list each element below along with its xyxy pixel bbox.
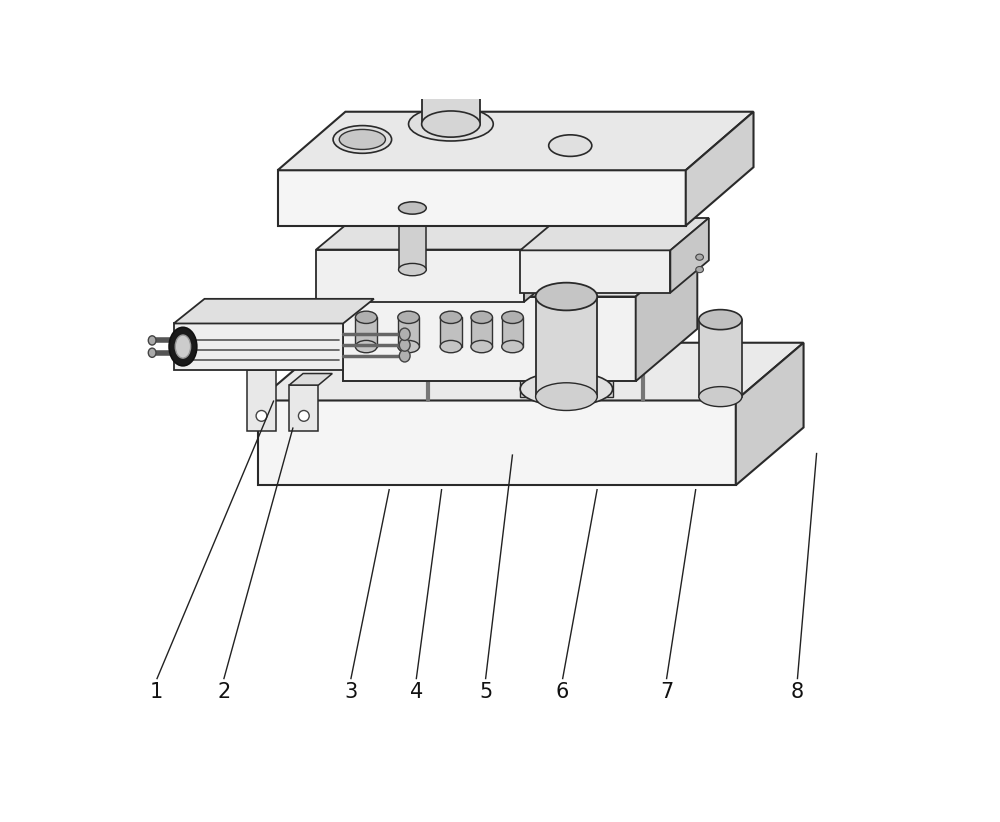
Ellipse shape [398, 340, 419, 353]
Polygon shape [398, 317, 419, 347]
Text: 7: 7 [660, 681, 673, 701]
Ellipse shape [339, 129, 385, 150]
Polygon shape [316, 203, 579, 250]
Polygon shape [174, 324, 343, 370]
Polygon shape [316, 250, 524, 302]
Polygon shape [440, 317, 462, 347]
Ellipse shape [440, 312, 462, 324]
Polygon shape [174, 299, 374, 324]
Ellipse shape [536, 283, 597, 311]
Text: 8: 8 [791, 681, 804, 701]
Polygon shape [520, 218, 709, 251]
Ellipse shape [399, 349, 410, 362]
Ellipse shape [148, 349, 156, 358]
Ellipse shape [169, 327, 197, 366]
Text: 6: 6 [556, 681, 569, 701]
Ellipse shape [298, 410, 309, 421]
Text: 4: 4 [410, 681, 423, 701]
Polygon shape [699, 320, 742, 397]
Polygon shape [471, 317, 492, 347]
Text: 5: 5 [479, 681, 492, 701]
Ellipse shape [536, 383, 597, 410]
Ellipse shape [696, 254, 703, 261]
Ellipse shape [699, 386, 742, 407]
Ellipse shape [502, 312, 523, 324]
Ellipse shape [333, 126, 392, 154]
Polygon shape [597, 377, 613, 397]
Polygon shape [247, 370, 276, 432]
Ellipse shape [422, 111, 480, 137]
Ellipse shape [355, 312, 377, 324]
Polygon shape [278, 112, 754, 170]
Text: 1: 1 [150, 681, 163, 701]
Ellipse shape [398, 312, 419, 324]
Polygon shape [520, 377, 536, 397]
Polygon shape [536, 297, 597, 397]
Polygon shape [502, 317, 523, 347]
Ellipse shape [422, 42, 480, 68]
Polygon shape [399, 208, 426, 270]
Ellipse shape [520, 372, 613, 406]
Ellipse shape [399, 263, 426, 275]
Ellipse shape [549, 135, 592, 156]
Ellipse shape [696, 266, 703, 273]
Polygon shape [258, 400, 736, 485]
Ellipse shape [399, 328, 410, 340]
Polygon shape [636, 244, 697, 381]
Polygon shape [670, 218, 709, 293]
Ellipse shape [399, 202, 426, 215]
Ellipse shape [399, 339, 410, 351]
Polygon shape [736, 343, 804, 485]
Polygon shape [520, 251, 670, 293]
Polygon shape [524, 203, 579, 302]
Polygon shape [247, 358, 290, 370]
Ellipse shape [699, 310, 742, 330]
Polygon shape [686, 112, 754, 226]
Ellipse shape [175, 335, 191, 358]
Polygon shape [289, 373, 332, 385]
Text: 3: 3 [344, 681, 357, 701]
Polygon shape [343, 297, 636, 381]
Polygon shape [278, 170, 686, 226]
Ellipse shape [471, 312, 492, 324]
Ellipse shape [440, 340, 462, 353]
Ellipse shape [471, 340, 492, 353]
Polygon shape [258, 343, 804, 400]
Polygon shape [385, 266, 409, 297]
Polygon shape [355, 317, 377, 347]
Ellipse shape [409, 107, 493, 141]
Text: 2: 2 [217, 681, 230, 701]
Ellipse shape [355, 340, 377, 353]
Ellipse shape [148, 336, 156, 345]
Ellipse shape [502, 340, 523, 353]
Polygon shape [547, 266, 570, 297]
Polygon shape [289, 385, 318, 432]
Polygon shape [343, 244, 697, 297]
Polygon shape [422, 55, 480, 124]
Ellipse shape [256, 410, 267, 421]
